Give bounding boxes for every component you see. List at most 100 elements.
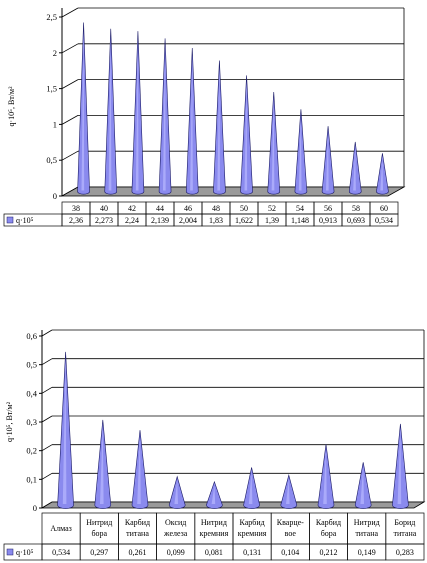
data-label: 2,36	[69, 216, 83, 225]
bar-cone-highlight	[380, 157, 384, 191]
grid-diagonal	[41, 444, 53, 452]
grid-diagonal	[41, 415, 53, 423]
x-tick-label: Карбид	[316, 518, 341, 527]
bar-cone-highlight	[135, 35, 139, 191]
chart-2: 0 0,1 0,2 0,3 0,4 0,5 0,6 q·10⁵, Вт/м² Алмаз Нитр…	[3, 329, 426, 561]
x-tick-label: титана	[394, 529, 417, 538]
grid-diagonal	[61, 115, 79, 125]
y-tick-label: 0	[33, 503, 37, 513]
x-tick-label: кремния	[238, 529, 267, 538]
data-label: 1,83	[209, 216, 223, 225]
y-tick-label: 0,6	[26, 331, 37, 341]
bar-cone-highlight	[100, 423, 104, 504]
x-tick-label: Нитрид	[354, 518, 380, 527]
y-tick-label: 0,4	[26, 388, 37, 398]
data-label: 0,297	[90, 548, 108, 557]
grid-diagonal	[41, 472, 53, 480]
bar-cone-highlight	[217, 64, 221, 191]
x-tick-label: 56	[324, 204, 332, 213]
y-tick-label: 1	[53, 119, 57, 129]
bar-cone-highlight	[62, 355, 67, 504]
bar-cone-highlight	[298, 113, 302, 191]
data-label: 2,273	[95, 216, 113, 225]
bar-cone-highlight	[108, 32, 112, 191]
data-label: 0,534	[375, 216, 393, 225]
bar-cone-highlight	[353, 145, 356, 191]
data-label: 2,24	[125, 216, 139, 225]
y-tick-label: 0,3	[26, 417, 37, 427]
data-label: 0,104	[281, 548, 299, 557]
y-tick-label: 0	[53, 191, 57, 201]
x-tick-label: 54	[296, 204, 304, 213]
bar-cone-highlight	[360, 466, 364, 504]
x-tick-label: титана	[355, 529, 378, 538]
y-tick-label: 0,5	[26, 360, 37, 370]
chart-floor	[60, 186, 406, 197]
y-tick-label: 0,2	[26, 446, 37, 456]
data-label: 0,913	[319, 216, 337, 225]
x-tick-label: Кварце-	[277, 518, 304, 527]
data-label: 2,139	[151, 216, 169, 225]
legend-label: q·10⁵	[16, 216, 34, 225]
x-tick-label: кремния	[200, 529, 229, 538]
legend-label: q·10⁵	[16, 548, 34, 557]
x-tick-label: Оксид	[165, 518, 186, 527]
legend-swatch	[6, 216, 14, 224]
grid-diagonal	[61, 150, 79, 161]
bar-cone-highlight	[286, 479, 290, 504]
data-label: 0,149	[358, 548, 376, 557]
x-tick-label: Карбид	[239, 518, 264, 527]
data-label: 0,261	[129, 548, 147, 557]
data-label: 0,212	[320, 548, 338, 557]
y-axis-label: q·10⁵, Вт/м²	[7, 86, 16, 127]
y-tick-label: 2,5	[46, 12, 57, 22]
x-tick-label: Карбид	[125, 518, 150, 527]
bar-cone-highlight	[81, 26, 85, 191]
bar-cone-highlight	[162, 42, 166, 191]
data-label: 2,004	[179, 216, 197, 225]
y-tick-label: 1,5	[46, 84, 57, 94]
y-tick-label: 0,5	[46, 155, 57, 165]
data-label: 1,148	[291, 216, 309, 225]
x-tick-label: 48	[212, 204, 220, 213]
x-tick-label: Борид	[394, 518, 415, 527]
x-tick-label: 60	[380, 204, 388, 213]
data-label: 0,693	[347, 216, 365, 225]
bar-cone-highlight	[397, 427, 402, 504]
x-tick-label: вое	[285, 529, 297, 538]
bar-cone-highlight	[190, 52, 193, 191]
bar-cone-highlight	[244, 79, 248, 191]
table-value-cell	[369, 213, 399, 227]
legend-swatch	[6, 548, 14, 556]
x-tick-label: бора	[91, 529, 107, 538]
x-tick-label: 52	[268, 204, 276, 213]
bar-cone-highlight	[248, 471, 253, 504]
x-tick-label: Нитрид	[201, 518, 227, 527]
data-label: 0,283	[396, 548, 414, 557]
x-tick-label: Алмаз	[50, 524, 72, 533]
bar-cone-highlight	[271, 95, 275, 191]
bar-cone-highlight	[174, 480, 178, 504]
grid-diagonal	[41, 358, 53, 366]
y-axis-label: q·10⁵, Вт/м²	[5, 401, 14, 442]
x-tick-label: 50	[240, 204, 248, 213]
x-tick-label: Нитрид	[86, 518, 112, 527]
data-label: 0,099	[167, 548, 185, 557]
x-tick-label: бора	[321, 529, 337, 538]
table-value-cell	[385, 543, 425, 561]
y-tick-label: 0,1	[26, 474, 37, 484]
x-tick-label: 58	[352, 204, 360, 213]
x-tick-label: 46	[184, 204, 192, 213]
x-tick-label: 40	[100, 204, 108, 213]
bar-cone-highlight	[323, 448, 327, 504]
x-tick-label: 42	[128, 204, 136, 213]
grid-diagonal	[61, 43, 79, 54]
grid-diagonal	[61, 7, 79, 18]
data-label: 0,534	[52, 548, 70, 557]
grid-diagonal	[61, 79, 79, 89]
y-tick-label: 2	[53, 48, 57, 58]
x-tick-label: железа	[163, 529, 188, 538]
chart-1: 0 0,5 1 1,5 2 2,5 q·10⁵, Вт/м² 38 40 42 44 46 48 50 52…	[3, 7, 406, 227]
bar-cone-highlight	[325, 130, 329, 191]
